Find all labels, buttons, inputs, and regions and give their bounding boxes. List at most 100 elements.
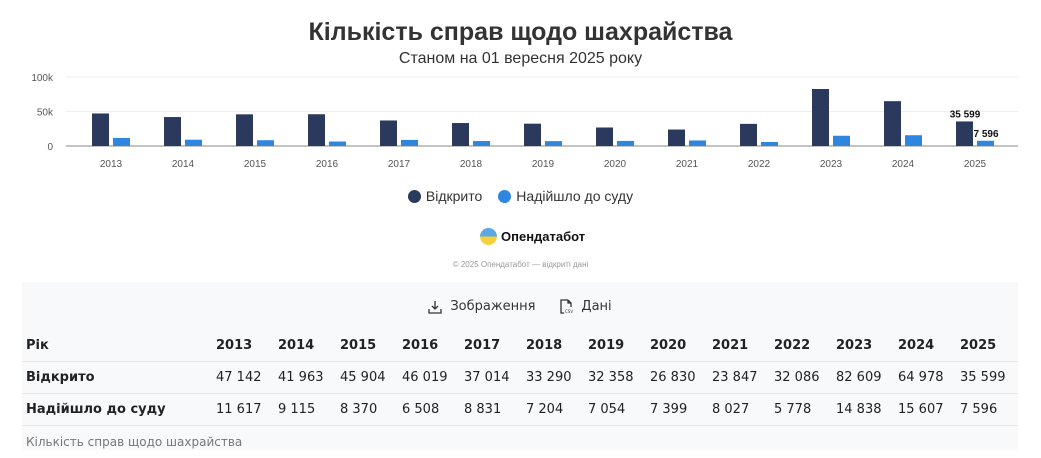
x-tick-label: 2018 [460,159,483,170]
table-cell: 5 778 [770,393,832,426]
table-cell: 33 290 [522,361,584,394]
x-tick-label: 2014 [172,159,195,170]
x-tick-label: 2013 [100,159,123,170]
table-caption: Кількість справ щодо шахрайства [26,435,243,449]
table-cell: 7 054 [584,393,646,426]
row-label: Надійшло до суду [22,393,212,426]
bar-court-2018 [473,141,490,146]
legend-item-opened[interactable]: Відкрито [407,188,483,204]
header-year: Рік [22,330,212,362]
chart-title: Кількість справ щодо шахрайства [308,18,733,46]
table-cell: 32 358 [584,361,646,394]
bar-court-2021 [689,140,706,146]
data-table: Рік 2013 2014 2015 2016 2017 2018 2019 2020 2021 2… [22,330,1018,426]
download-image-button[interactable]: Зображення [428,299,535,314]
bar-opened-2020 [596,127,613,146]
legend-dot-icon [407,189,421,203]
bar-court-2025 [977,140,994,146]
header-year-cell: 2020 [646,330,708,362]
svg-text:CSV: CSV [565,309,573,314]
table-cell: 8 831 [460,393,522,426]
table-cell: 82 609 [832,361,894,394]
data-label: 35 599 [950,109,981,120]
x-tick-label: 2015 [244,159,267,170]
download-image-label: Зображення [450,299,536,314]
header-year-cell: 2017 [460,330,522,362]
table-header-row: Рік 2013 2014 2015 2016 2017 2018 2019 2020 2021 2… [22,330,1018,362]
bar-opened-2014 [164,117,181,146]
download-data-label: Дані [581,299,612,314]
x-tick-label: 2016 [316,159,339,170]
data-label: 7 596 [973,129,998,140]
table-cell: 23 847 [708,361,770,394]
header-year-cell: 2015 [336,330,398,362]
bar-court-2016 [329,141,346,146]
bar-opened-2023 [812,88,829,146]
bar-opened-2013 [92,113,109,146]
x-tick-label: 2017 [388,159,411,170]
copyright: © 2025 Опендатабот — відкриті дані [452,260,589,269]
table-cell: 8 370 [336,393,398,426]
table-cell: 45 904 [336,361,398,394]
y-tick-label: 50k [37,108,54,119]
table-cell: 41 963 [274,361,336,394]
bar-chart: 0 50k 100k 2013 2014 2015 2016 2017 2018 2019 2020… [31,73,1018,170]
header-year-cell: 2016 [398,330,460,362]
table-cell: 7 596 [956,393,1018,426]
bar-opened-2025 [956,121,973,146]
bar-court-2013 [113,137,130,146]
legend-item-court[interactable]: Надійшло до суду [498,188,633,204]
table-cell: 46 019 [398,361,460,394]
bar-court-2022 [761,142,778,146]
table-cell: 14 838 [832,393,894,426]
bar-opened-2022 [740,123,757,146]
bar-court-2014 [185,139,202,146]
table-cell: 7 204 [522,393,584,426]
y-tick-label: 100k [31,73,54,84]
table-cell: 47 142 [212,361,274,394]
header-year-cell: 2013 [212,330,274,362]
x-tick-label: 2019 [532,159,555,170]
download-data-button[interactable]: CSV Дані [559,299,612,314]
table-cell: 8 027 [708,393,770,426]
legend-label: Відкрито [425,188,483,204]
bar-opened-2015 [236,114,253,146]
header-year-cell: 2014 [274,330,336,362]
header-year-cell: 2021 [708,330,770,362]
header-year-cell: 2025 [956,330,1018,362]
table-cell: 35 599 [956,361,1018,394]
bar-court-2017 [401,139,418,146]
csv-file-icon: CSV [560,299,573,314]
table-cell: 64 978 [894,361,956,394]
x-tick-label: 2021 [676,159,699,170]
bar-opened-2019 [524,123,541,146]
y-tick-label: 0 [47,142,53,153]
download-icon [428,300,442,314]
table-cell: 9 115 [274,393,336,426]
bar-opened-2021 [668,129,685,146]
table-cell: 26 830 [646,361,708,394]
x-tick-label: 2020 [604,159,627,170]
x-tick-label: 2025 [964,159,987,170]
bar-court-2020 [617,140,634,146]
header-year-cell: 2019 [584,330,646,362]
brand-logo: Опендатабот [480,228,585,245]
bar-court-2019 [545,141,562,146]
legend-label: Надійшло до суду [516,188,634,204]
header-year-cell: 2023 [832,330,894,362]
header-year-cell: 2022 [770,330,832,362]
bar-opened-2018 [452,123,469,146]
table-cell: 11 617 [212,393,274,426]
bar-court-2023 [833,135,850,146]
bar-court-2015 [257,140,274,146]
table-cell: 6 508 [398,393,460,426]
table-cell: 7 399 [646,393,708,426]
chart-subtitle: Станом на 01 вересня 2025 року [398,50,643,67]
row-label: Відкрито [22,361,212,394]
bar-opened-2016 [308,114,325,146]
table-cell: 15 607 [894,393,956,426]
brand-name: Опендатабот [501,229,586,244]
bar-opened-2024 [884,101,901,146]
legend: Відкрито Надійшло до суду [0,188,1041,204]
header-year-cell: 2018 [522,330,584,362]
